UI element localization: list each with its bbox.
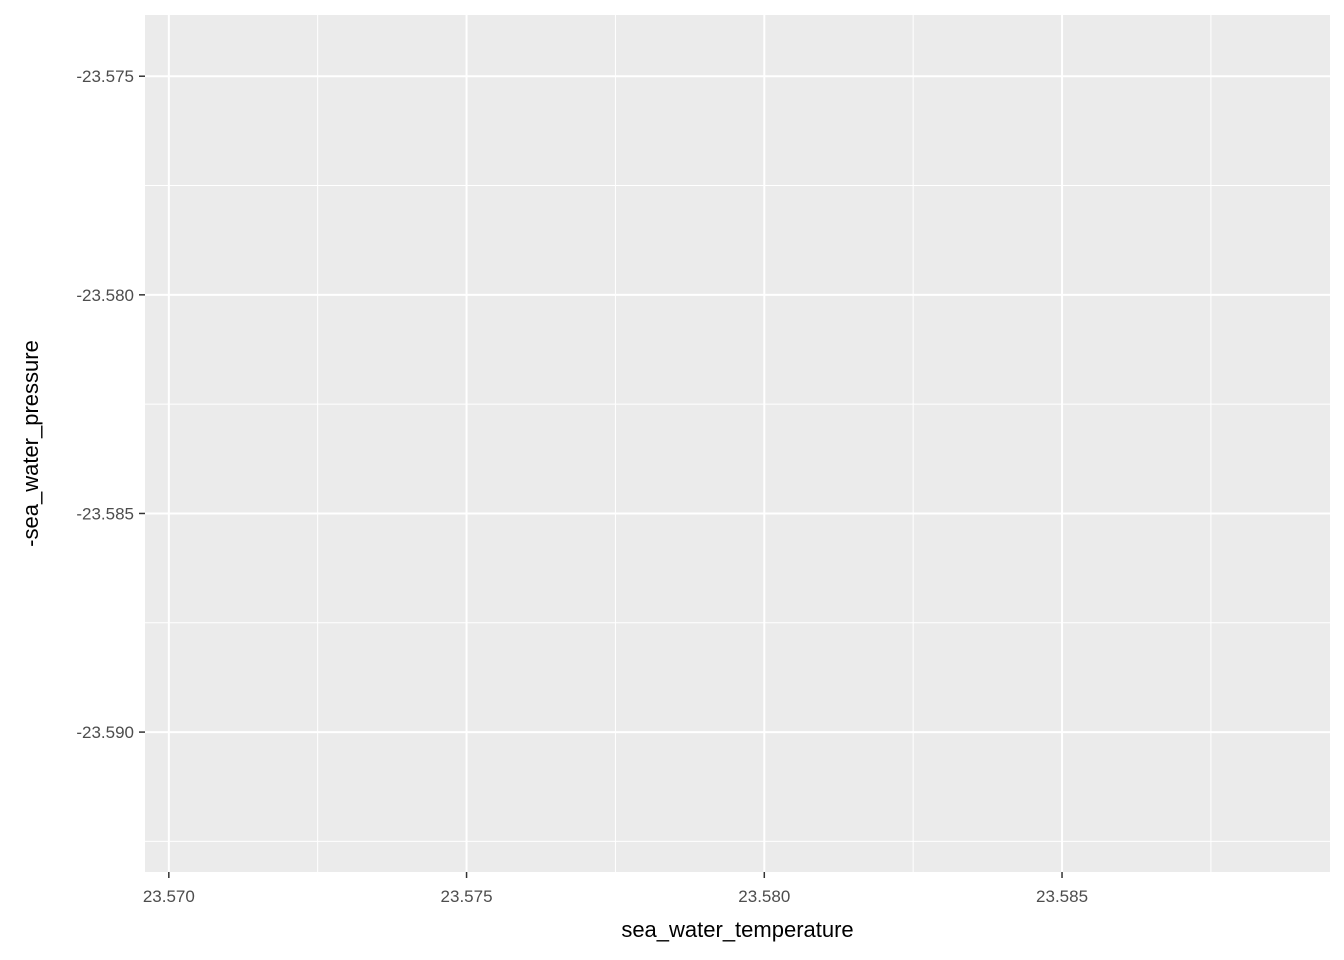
- plot-panel: [145, 15, 1330, 872]
- x-tick-label: 23.580: [738, 887, 790, 906]
- major-gridlines: [145, 15, 1330, 872]
- x-tick-label: 23.575: [441, 887, 493, 906]
- minor-gridlines: [145, 15, 1330, 872]
- y-tick-label: -23.575: [76, 67, 134, 86]
- y-axis-title: -sea_water_pressure: [18, 340, 43, 547]
- y-tick-label: -23.585: [76, 504, 134, 523]
- x-axis: 23.570 23.575 23.580 23.585: [143, 872, 1088, 906]
- y-axis: -23.575 -23.580 -23.585 -23.590: [76, 67, 145, 742]
- x-axis-title: sea_water_temperature: [621, 917, 853, 942]
- x-tick-label: 23.585: [1036, 887, 1088, 906]
- y-tick-label: -23.590: [76, 723, 134, 742]
- x-tick-label: 23.570: [143, 887, 195, 906]
- y-tick-label: -23.580: [76, 286, 134, 305]
